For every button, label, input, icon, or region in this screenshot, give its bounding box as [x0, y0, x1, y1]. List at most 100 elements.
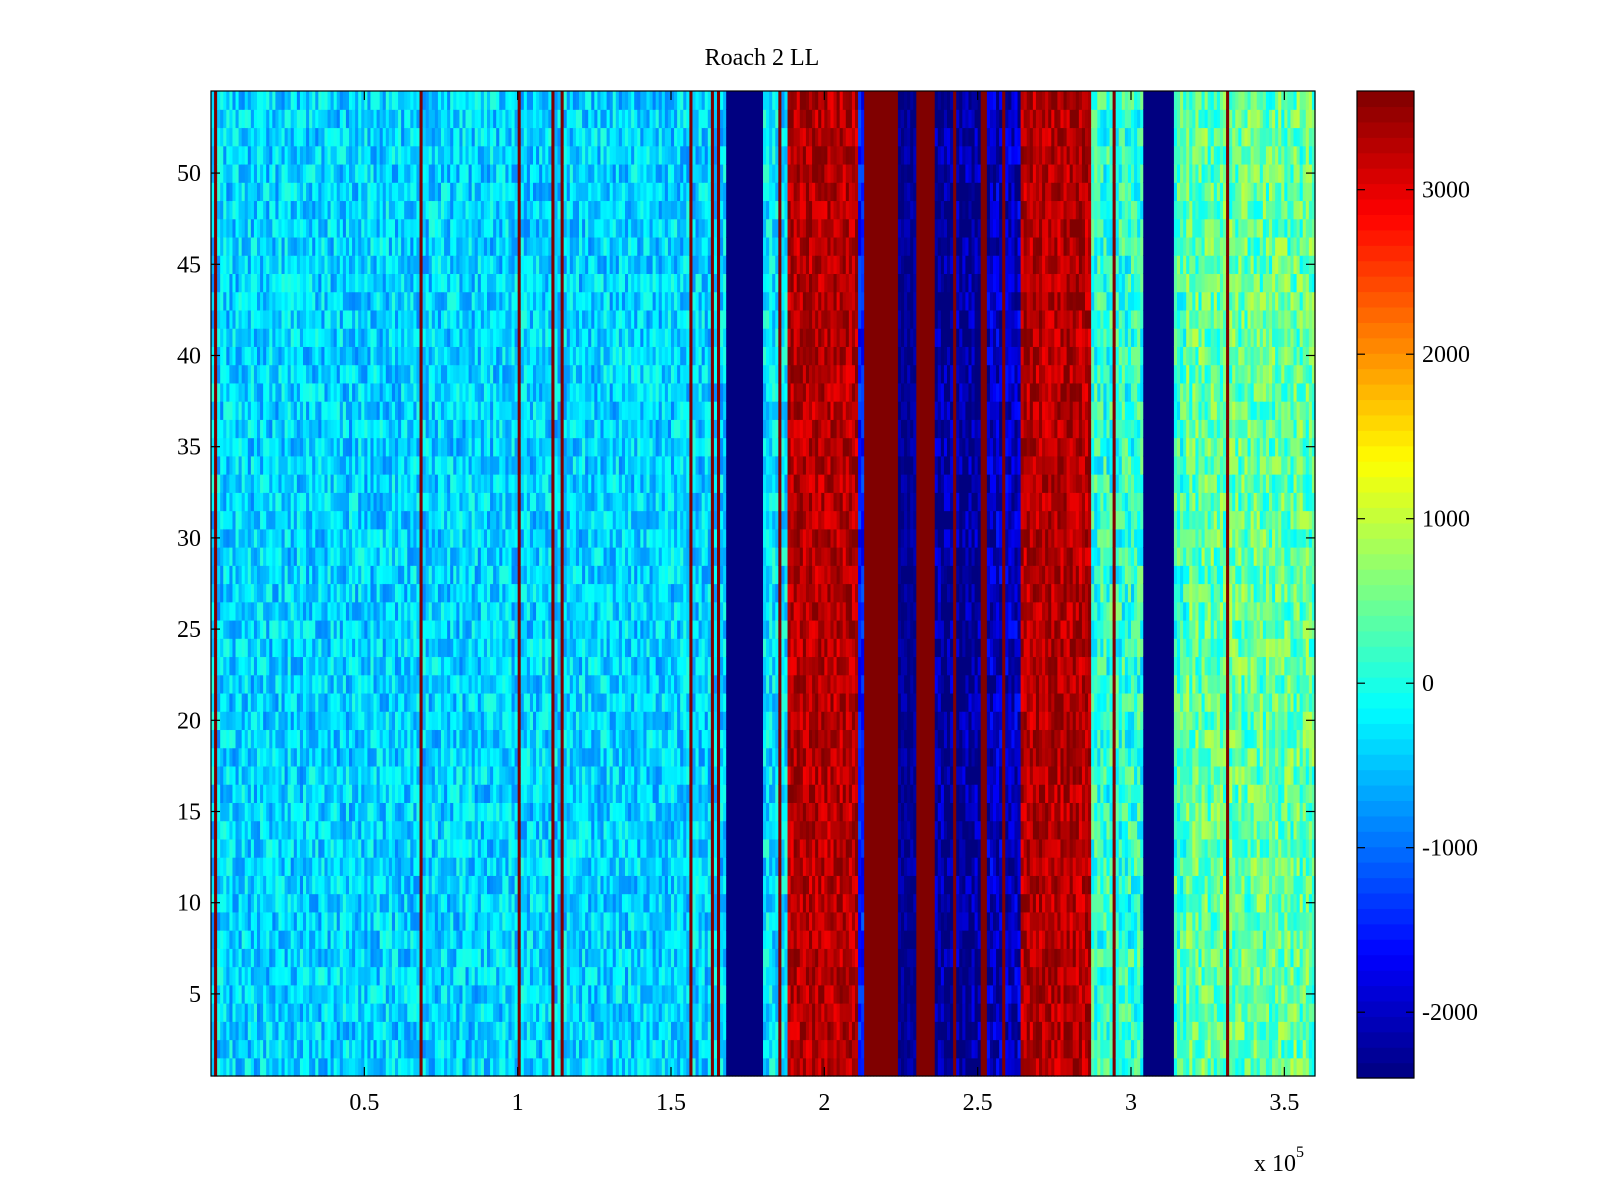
- heatmap-cell: [220, 127, 224, 147]
- heatmap-cell: [333, 163, 338, 183]
- heatmap-cell: [425, 583, 430, 603]
- heatmap-cell: [422, 364, 427, 384]
- heatmap-cell: [376, 948, 381, 968]
- heatmap-cell: [493, 1039, 497, 1059]
- heatmap-cell: [355, 1003, 359, 1022]
- heatmap-cell: [364, 911, 368, 931]
- heatmap-cell: [330, 455, 335, 475]
- heatmap-cell: [217, 510, 221, 530]
- heatmap-cell: [456, 346, 460, 366]
- heatmap-cell: [465, 857, 470, 876]
- heatmap-cell: [281, 820, 286, 840]
- heatmap-cell: [299, 328, 304, 347]
- heatmap-cell: [336, 163, 341, 183]
- heatmap-cell: [459, 127, 464, 147]
- heatmap-cell: [223, 729, 227, 749]
- heatmap-cell: [474, 711, 479, 731]
- heatmap-cell: [367, 1021, 372, 1041]
- heatmap-cell: [456, 273, 460, 293]
- heatmap-cell: [290, 273, 295, 293]
- heatmap-cell: [370, 1003, 375, 1022]
- heatmap-cell: [241, 1057, 246, 1077]
- heatmap-cell: [250, 911, 255, 931]
- heatmap-cell: [272, 236, 276, 256]
- heatmap-cell: [321, 364, 326, 384]
- heatmap-cell: [349, 218, 353, 238]
- heatmap-cell: [345, 656, 350, 676]
- heatmap-cell: [272, 601, 276, 621]
- heatmap-cell: [391, 875, 396, 895]
- heatmap-cell: [296, 966, 301, 986]
- heatmap-cell: [247, 510, 252, 530]
- heatmap-cell: [309, 692, 313, 712]
- heatmap-cell: [247, 784, 252, 803]
- heatmap-cell: [330, 638, 335, 658]
- heatmap-cell: [309, 601, 313, 621]
- heatmap-cell: [456, 328, 460, 347]
- heatmap-cell: [385, 966, 390, 986]
- heatmap-cell: [306, 911, 310, 931]
- heatmap-cell: [266, 291, 270, 311]
- heatmap-cell: [456, 820, 460, 840]
- heatmap-cell: [238, 127, 243, 147]
- heatmap-cell: [287, 200, 292, 220]
- heatmap-cell: [293, 1003, 298, 1022]
- heatmap-cell: [401, 765, 405, 785]
- heatmap-cell: [312, 656, 316, 676]
- heatmap-cell: [269, 364, 273, 384]
- heatmap-cell: [376, 127, 381, 147]
- heatmap-cell: [220, 911, 224, 931]
- heatmap-cell: [468, 911, 473, 931]
- heatmap-cell: [413, 474, 418, 493]
- heatmap-cell: [293, 528, 298, 548]
- heatmap-cell: [281, 91, 286, 110]
- heatmap-cell: [333, 820, 338, 840]
- heatmap-cell: [244, 291, 249, 311]
- heatmap-cell: [327, 802, 332, 822]
- heatmap-cell: [345, 528, 350, 548]
- heatmap-cell: [309, 91, 313, 110]
- heatmap-cell: [379, 200, 384, 220]
- heatmap-cell: [339, 984, 344, 1004]
- heatmap-cell: [376, 911, 381, 931]
- heatmap-cell: [229, 309, 234, 329]
- heatmap-cell: [355, 1039, 359, 1059]
- heatmap-cell: [447, 255, 451, 275]
- heatmap-cell: [410, 729, 414, 749]
- heatmap-cell: [269, 510, 273, 530]
- heatmap-cell: [349, 382, 353, 402]
- heatmap-cell: [465, 309, 470, 329]
- heatmap-cell: [444, 930, 448, 949]
- heatmap-cell: [296, 346, 301, 366]
- heatmap-cell: [269, 911, 273, 931]
- heatmap-cell: [425, 145, 430, 165]
- heatmap-cell: [422, 127, 427, 147]
- heatmap-cell: [342, 182, 347, 202]
- heatmap-cell: [290, 1003, 295, 1022]
- heatmap-cell: [355, 619, 359, 639]
- heatmap-cell: [272, 273, 276, 293]
- heatmap-cell: [474, 893, 479, 913]
- heatmap-cell: [480, 510, 485, 530]
- heatmap-cell: [364, 765, 368, 785]
- heatmap-cell: [483, 291, 488, 311]
- heatmap-cell: [462, 674, 467, 694]
- heatmap-cell: [241, 638, 246, 658]
- heatmap-cell: [226, 455, 230, 475]
- heatmap-cell: [483, 382, 488, 402]
- heatmap-cell: [299, 163, 304, 183]
- heatmap-cell: [321, 346, 326, 366]
- heatmap-cell: [272, 547, 276, 566]
- heatmap-cell: [299, 218, 304, 238]
- heatmap-cell: [413, 747, 418, 767]
- heatmap-cell: [333, 802, 338, 822]
- heatmap-cell: [388, 948, 393, 968]
- heatmap-cell: [450, 765, 454, 785]
- heatmap-cell: [370, 528, 375, 548]
- heatmap-cell: [321, 273, 326, 293]
- heatmap-cell: [376, 91, 381, 110]
- heatmap-cell: [345, 163, 350, 183]
- heatmap-cell: [410, 1057, 414, 1077]
- heatmap-cell: [284, 163, 289, 183]
- heatmap-cell: [232, 729, 237, 749]
